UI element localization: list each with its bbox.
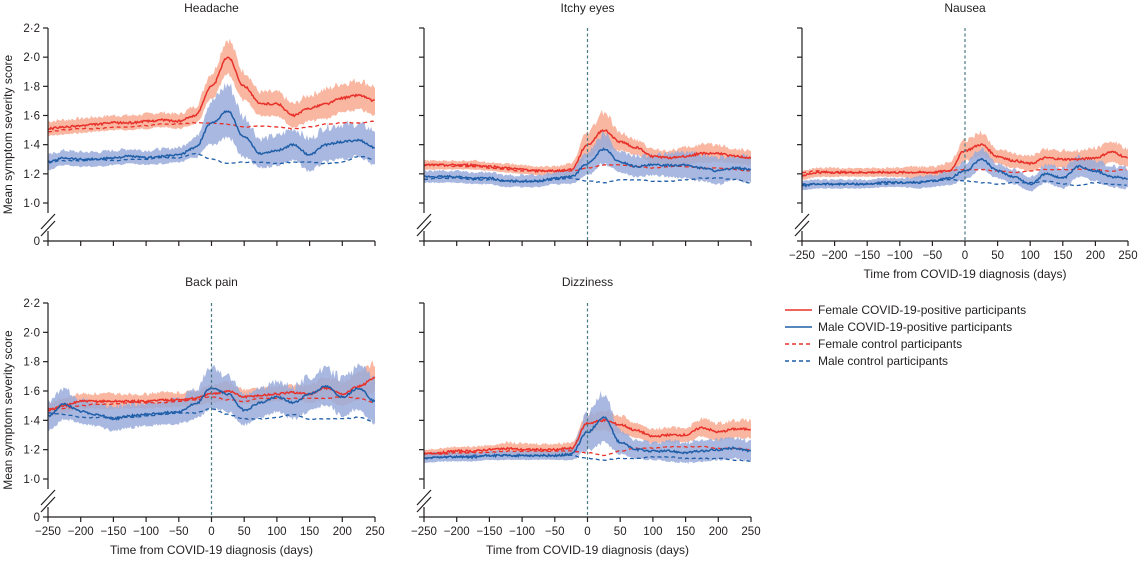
axis-break-mark — [40, 489, 56, 506]
x-tick-label: 250 — [741, 526, 760, 538]
axis-break-mark — [40, 220, 56, 237]
x-tick-label: 100 — [267, 526, 286, 538]
panel-title: Dizziness — [562, 275, 613, 289]
x-tick-label: −200 — [444, 526, 470, 538]
y-tick-label: 1·0 — [23, 198, 40, 210]
axis-break-mark — [416, 213, 432, 230]
x-tick-label: 200 — [333, 526, 352, 538]
axis-break-mark — [794, 220, 810, 237]
x-tick-label: 250 — [1118, 250, 1137, 262]
x-tick-label: 150 — [1053, 250, 1072, 262]
x-tick-label: 150 — [676, 526, 695, 538]
x-tick-label: −150 — [476, 526, 502, 538]
y-tick-label: 2·0 — [23, 52, 40, 64]
x-axis-title: Time from COVID-19 diagnosis (days) — [486, 543, 689, 557]
y-tick-label: 1·2 — [23, 445, 40, 457]
x-tick-label: 0 — [962, 250, 968, 262]
x-tick-label: −50 — [169, 526, 189, 538]
x-tick-label: 100 — [1021, 250, 1040, 262]
line-male-ctl — [423, 454, 750, 463]
axis-break-mark — [794, 213, 810, 230]
axis-break-mark — [416, 496, 432, 513]
x-tick-label: −150 — [100, 526, 126, 538]
x-tick-label: −200 — [822, 250, 848, 262]
y-tick-label: 1·8 — [23, 81, 40, 93]
axis-break-mark — [40, 496, 56, 513]
panel-back-pain: Back pain 0 1·0 1·2 1·4 1·6 1·8 2·0 2·2 Mean symp… — [1, 275, 385, 557]
line-male-pos — [47, 110, 376, 165]
band-female-pos — [48, 38, 375, 136]
axis-break-mark — [416, 220, 432, 237]
band-male-pos — [424, 390, 751, 464]
panel-itchy-eyes: Itchy eyes — [416, 1, 752, 246]
x-tick-label: 50 — [991, 250, 1004, 262]
x-tick-label: −250 — [789, 250, 815, 262]
x-tick-label: 200 — [1086, 250, 1105, 262]
line-male-ctl — [423, 177, 750, 184]
legend-label-male-ctl: Male control participants — [818, 354, 948, 368]
panel-title: Nausea — [944, 1, 986, 15]
panel-title: Headache — [184, 1, 239, 15]
x-tick-label: 200 — [709, 526, 728, 538]
x-tick-label: 0 — [208, 526, 214, 538]
line-male-pos — [423, 147, 752, 184]
x-tick-label: −250 — [35, 526, 61, 538]
band-male-pos — [48, 82, 375, 173]
line-male-ctl — [801, 178, 1127, 187]
x-tick-label: 100 — [643, 526, 662, 538]
line-female-pos — [423, 418, 751, 456]
x-tick-label: −50 — [923, 250, 943, 262]
legend-label-male-pos: Male COVID-19-positive participants — [818, 320, 1012, 334]
x-tick-label: 50 — [614, 526, 627, 538]
y-axis-title: Mean symptom severity score — [1, 54, 15, 214]
y-tick-label: 1·0 — [23, 474, 40, 486]
line-male-pos — [801, 157, 1128, 188]
legend-label-female-pos: Female COVID-19-positive participants — [818, 303, 1026, 317]
band-male-pos — [424, 131, 751, 188]
y-axis-title: Mean symptom severity score — [1, 330, 15, 490]
axis-break-mark — [40, 213, 56, 230]
y-tick-label: 1·6 — [23, 111, 40, 123]
y-tick-label: 1·8 — [23, 357, 40, 369]
x-tick-label: 0 — [584, 526, 590, 538]
x-tick-label: −250 — [411, 526, 437, 538]
axis-break-mark — [416, 489, 432, 506]
legend-label-female-ctl: Female control participants — [818, 337, 962, 351]
panel-nausea: Nausea −250 −200 −150 −100 −50 0 50 100 150 200 250… — [789, 1, 1138, 281]
panel-headache: Headache 0 1·0 1·2 1·4 1·6 1·8 2·0 2·2 Mean sympt… — [1, 1, 376, 248]
x-tick-label: −100 — [887, 250, 913, 262]
y-tick-label: 1·6 — [23, 386, 40, 398]
band-male-pos — [802, 147, 1128, 192]
band-female-pos — [424, 409, 751, 459]
y-tick-label: 1·2 — [23, 169, 40, 181]
line-male-ctl — [47, 407, 374, 423]
y-tick-label: 2·2 — [23, 298, 40, 310]
y-tick-label: 2·0 — [23, 327, 40, 339]
y-tick-label: 0 — [34, 512, 40, 524]
x-tick-label: −150 — [854, 250, 880, 262]
y-tick-label: 1·4 — [23, 415, 40, 427]
panel-dizziness: Dizziness −250 −200 −150 −100 −50 0 50 100 150 200… — [411, 275, 761, 557]
panel-title: Itchy eyes — [560, 1, 614, 15]
x-tick-label: 250 — [365, 526, 384, 538]
y-tick-label: 1·4 — [23, 140, 40, 152]
line-female-pos — [47, 56, 375, 131]
x-tick-label: 50 — [238, 526, 251, 538]
x-tick-label: −50 — [545, 526, 565, 538]
panel-title: Back pain — [185, 275, 238, 289]
x-tick-label: −200 — [68, 526, 94, 538]
x-axis-title: Time from COVID-19 diagnosis (days) — [864, 267, 1067, 281]
legend: Female COVID-19-positive participants Ma… — [785, 303, 1026, 368]
y-tick-label: 0 — [34, 236, 40, 248]
x-tick-label: −100 — [133, 526, 159, 538]
x-axis-title: Time from COVID-19 diagnosis (days) — [110, 543, 313, 557]
x-tick-label: 150 — [300, 526, 319, 538]
x-tick-label: −100 — [509, 526, 535, 538]
y-tick-label: 2·2 — [23, 23, 40, 35]
